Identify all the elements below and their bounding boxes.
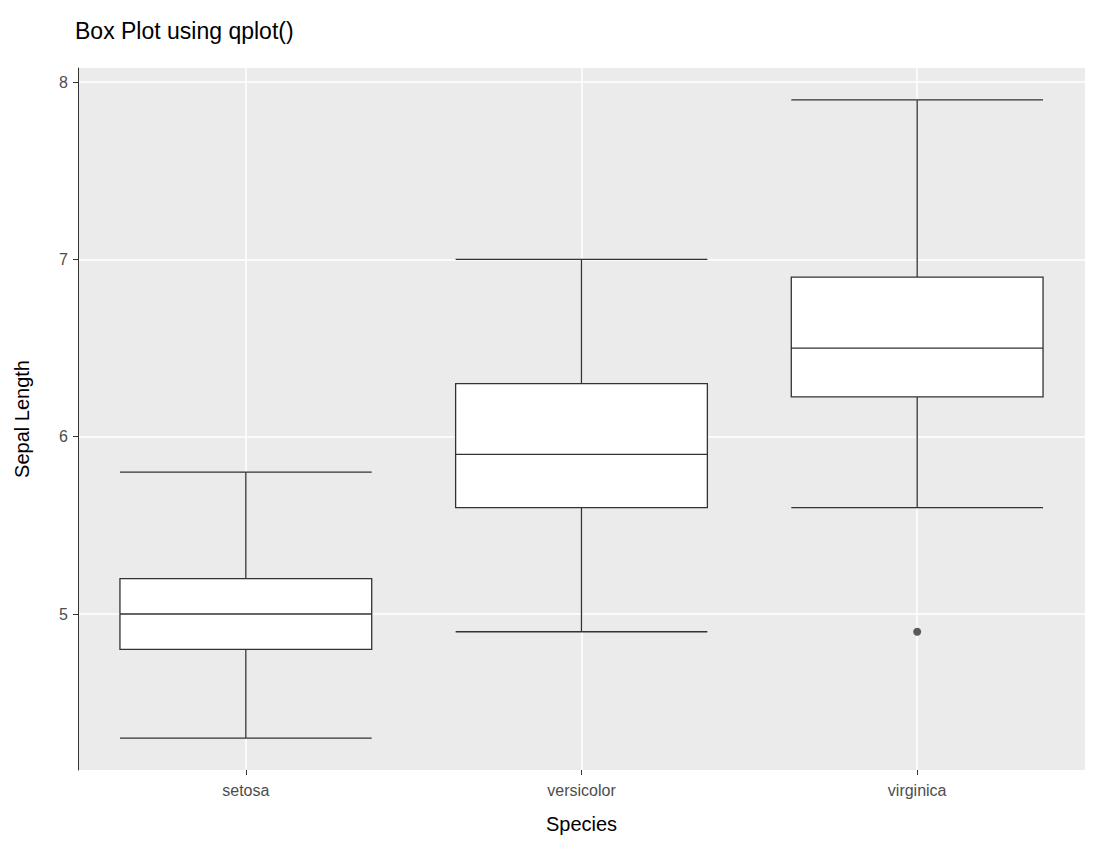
svg-text:setosa: setosa [222,782,269,799]
svg-text:versicolor: versicolor [547,782,616,799]
svg-text:6: 6 [59,428,68,445]
svg-text:Sepal Length: Sepal Length [11,360,33,478]
svg-text:7: 7 [59,251,68,268]
svg-text:virginica: virginica [888,782,947,799]
svg-text:Species: Species [546,813,617,835]
svg-text:Box Plot using qplot(): Box Plot using qplot() [75,18,294,44]
svg-text:5: 5 [59,606,68,623]
svg-text:8: 8 [59,74,68,91]
